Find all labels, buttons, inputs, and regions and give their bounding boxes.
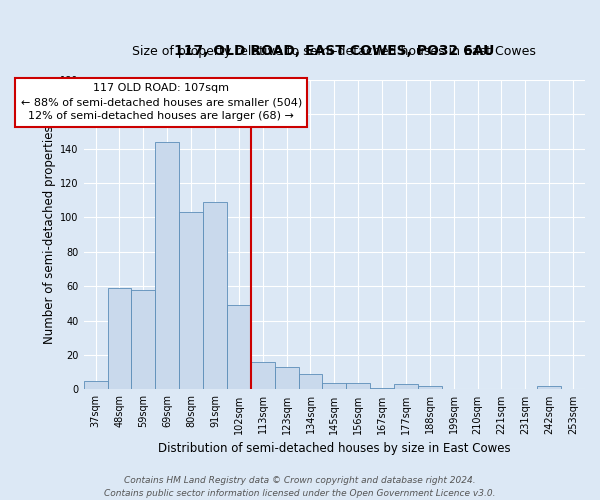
Bar [83, 381, 107, 390]
Bar [227, 305, 251, 390]
Bar [131, 290, 155, 390]
Text: Contains HM Land Registry data © Crown copyright and database right 2024.
Contai: Contains HM Land Registry data © Crown c… [104, 476, 496, 498]
Bar [107, 288, 131, 390]
X-axis label: Distribution of semi-detached houses by size in East Cowes: Distribution of semi-detached houses by … [158, 442, 511, 455]
Text: 117 OLD ROAD: 107sqm
← 88% of semi-detached houses are smaller (504)
12% of semi: 117 OLD ROAD: 107sqm ← 88% of semi-detac… [20, 84, 302, 122]
Bar [299, 374, 322, 390]
Bar [346, 382, 370, 390]
Title: 117, OLD ROAD, EAST COWES, PO32 6AU: 117, OLD ROAD, EAST COWES, PO32 6AU [174, 44, 494, 58]
Bar [370, 388, 394, 390]
Y-axis label: Number of semi-detached properties: Number of semi-detached properties [43, 126, 56, 344]
Bar [203, 202, 227, 390]
Text: Size of property relative to semi-detached houses in East Cowes: Size of property relative to semi-detach… [133, 46, 536, 59]
Bar [418, 386, 442, 390]
Bar [275, 367, 299, 390]
Bar [322, 382, 346, 390]
Bar [394, 384, 418, 390]
Bar [251, 362, 275, 390]
Bar [537, 386, 561, 390]
Bar [155, 142, 179, 390]
Bar [179, 212, 203, 390]
